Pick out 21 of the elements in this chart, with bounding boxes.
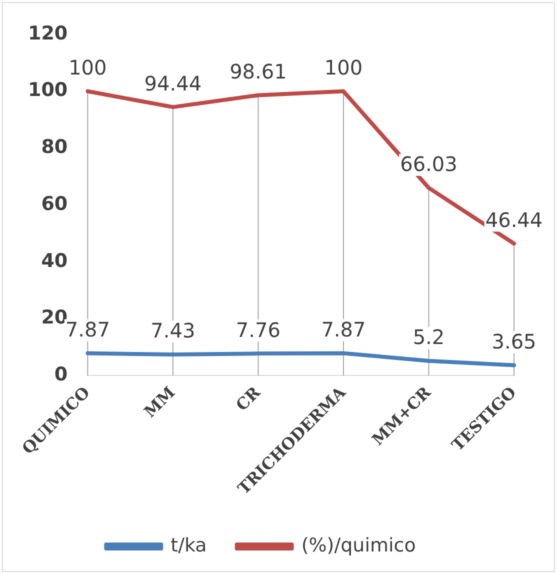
data-label: 7.76 (236, 318, 280, 342)
data-label: 94.44 (144, 71, 202, 96)
y-tick-label: 20 (41, 306, 68, 329)
data-label: 98.61 (230, 59, 287, 84)
data-label: 3.65 (492, 329, 536, 354)
data-label: 66.03 (400, 152, 458, 176)
x-tick-label: MM (140, 382, 179, 422)
data-label: 100 (324, 55, 363, 80)
data-label: 46.44 (485, 208, 543, 232)
data-label: 7.43 (150, 318, 196, 343)
data-label: 7.87 (321, 317, 366, 342)
legend-label: t/ka (170, 534, 207, 556)
data-label: 100 (68, 55, 107, 80)
data-label: 5.2 (412, 325, 445, 350)
y-tick-label: 80 (41, 136, 68, 158)
legend-label: (%)/quimico (301, 534, 416, 556)
y-tick-label: 40 (41, 250, 68, 272)
y-tick-label: 0 (54, 364, 68, 386)
y-tick-label: 120 (28, 22, 68, 44)
y-tick-label: 100 (28, 79, 68, 102)
y-tick-label: 60 (41, 192, 68, 215)
